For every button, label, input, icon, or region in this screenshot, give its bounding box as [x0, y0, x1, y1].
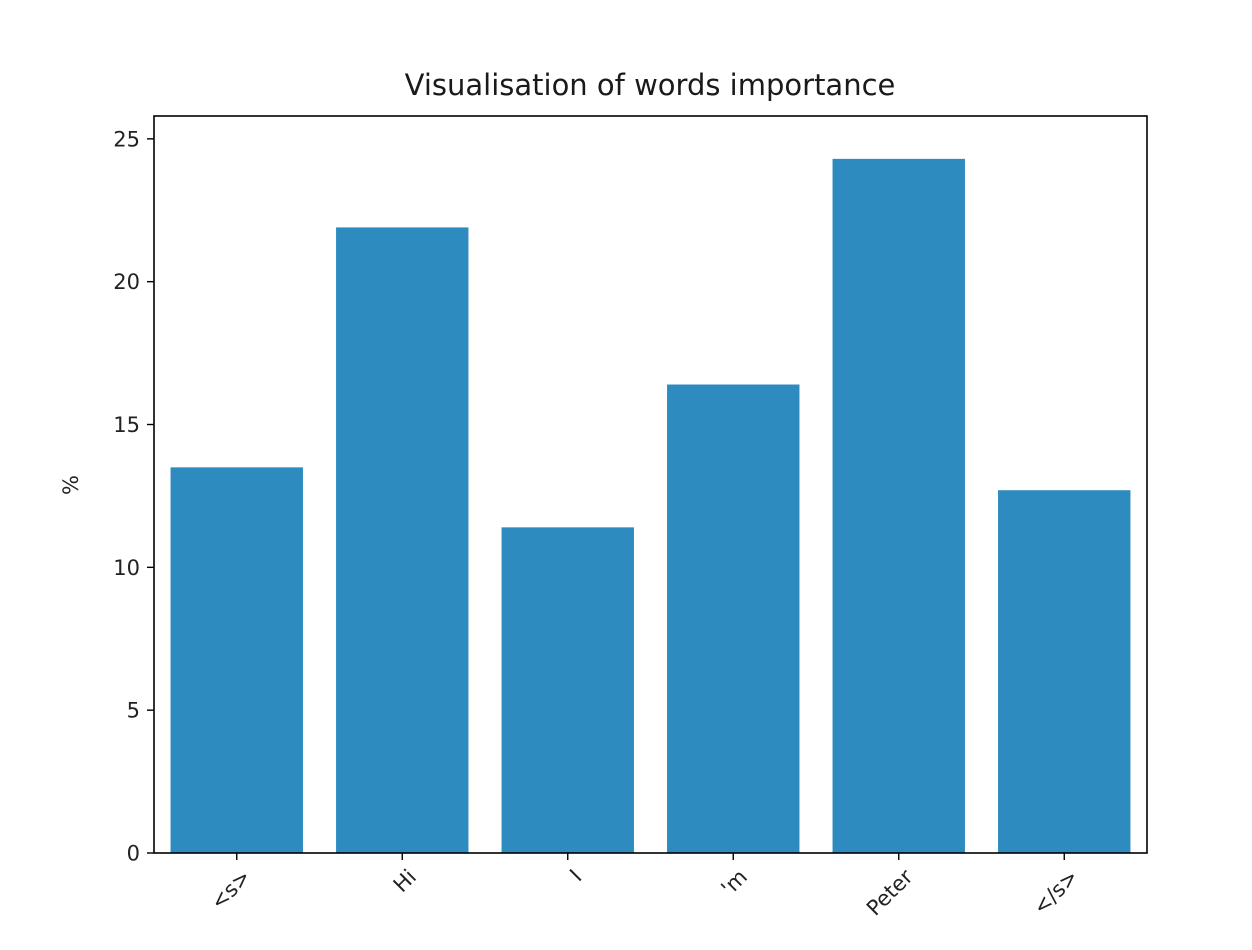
bar-2: [501, 527, 634, 853]
bars-group: [170, 158, 1131, 854]
y-tick-label-3: 15: [113, 413, 140, 437]
bar-1: [336, 227, 469, 853]
chart-title: Visualisation of words importance: [405, 68, 896, 102]
bar-4: [832, 158, 965, 854]
y-tick-label-4: 20: [113, 270, 140, 294]
y-tick-label-0: 0: [127, 842, 140, 866]
y-tick-label-1: 5: [127, 699, 140, 723]
y-tick-label-2: 10: [113, 556, 140, 580]
plot-area-frame: [153, 115, 1148, 854]
y-tick-label-5: 25: [113, 127, 140, 151]
y-axis-label: %: [59, 475, 83, 495]
bar-0: [170, 467, 303, 853]
bar-3: [667, 384, 800, 853]
y-axis-ticks: 0 5 10 15 20 25: [113, 127, 154, 866]
bar-5: [998, 490, 1131, 853]
